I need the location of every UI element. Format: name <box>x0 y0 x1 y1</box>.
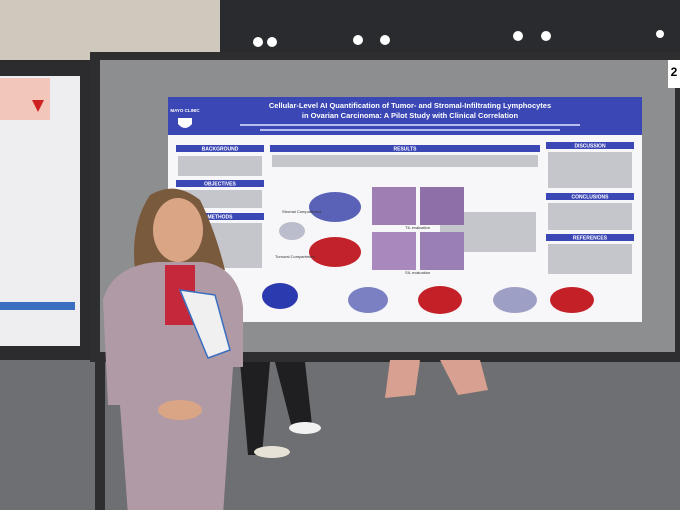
wall <box>0 0 220 60</box>
shoe <box>289 422 321 434</box>
board-number: 2 <box>671 65 678 79</box>
person <box>103 188 243 510</box>
ceiling-lights <box>253 30 664 47</box>
passerby-legs <box>385 360 488 398</box>
section-header: REFERENCES <box>573 235 608 241</box>
section-header: DISCUSSION <box>574 143 606 149</box>
figure-label: Tumoral Compartment <box>275 254 316 259</box>
affiliations <box>260 129 560 131</box>
left-poster-logo <box>32 100 44 112</box>
shoe <box>254 446 290 458</box>
figure-label: Stromal Compartment <box>282 209 322 214</box>
figure-label: TIL evaluation <box>405 225 430 230</box>
left-poster <box>0 76 80 346</box>
section-header: CONCLUSIONS <box>572 194 610 200</box>
section-header: RESULTS <box>394 146 418 152</box>
tissue-figures <box>262 187 594 314</box>
logo-text: MAYO CLINIC <box>170 108 200 113</box>
poster-title-band <box>168 97 642 135</box>
left-poster-header <box>0 78 50 120</box>
figure-label: SIL evaluation <box>405 270 430 275</box>
left-poster-bar <box>0 302 75 310</box>
section-headers: BACKGROUND OBJECTIVES METHODS RESULTS DI… <box>176 142 634 241</box>
logo-shield <box>178 118 192 128</box>
section-header: BACKGROUND <box>202 146 239 152</box>
body-text <box>178 152 632 274</box>
poster-title: Cellular-Level AI Quantification of Tumo… <box>269 101 551 110</box>
passerby-legs <box>240 362 312 455</box>
board-leg <box>95 360 105 510</box>
board-tag <box>668 60 680 88</box>
section-header: OBJECTIVES <box>204 181 236 187</box>
authors <box>240 124 580 126</box>
poster-title: in Ovarian Carcinoma: A Pilot Study with… <box>302 111 519 120</box>
section-header: METHODS <box>208 214 234 220</box>
